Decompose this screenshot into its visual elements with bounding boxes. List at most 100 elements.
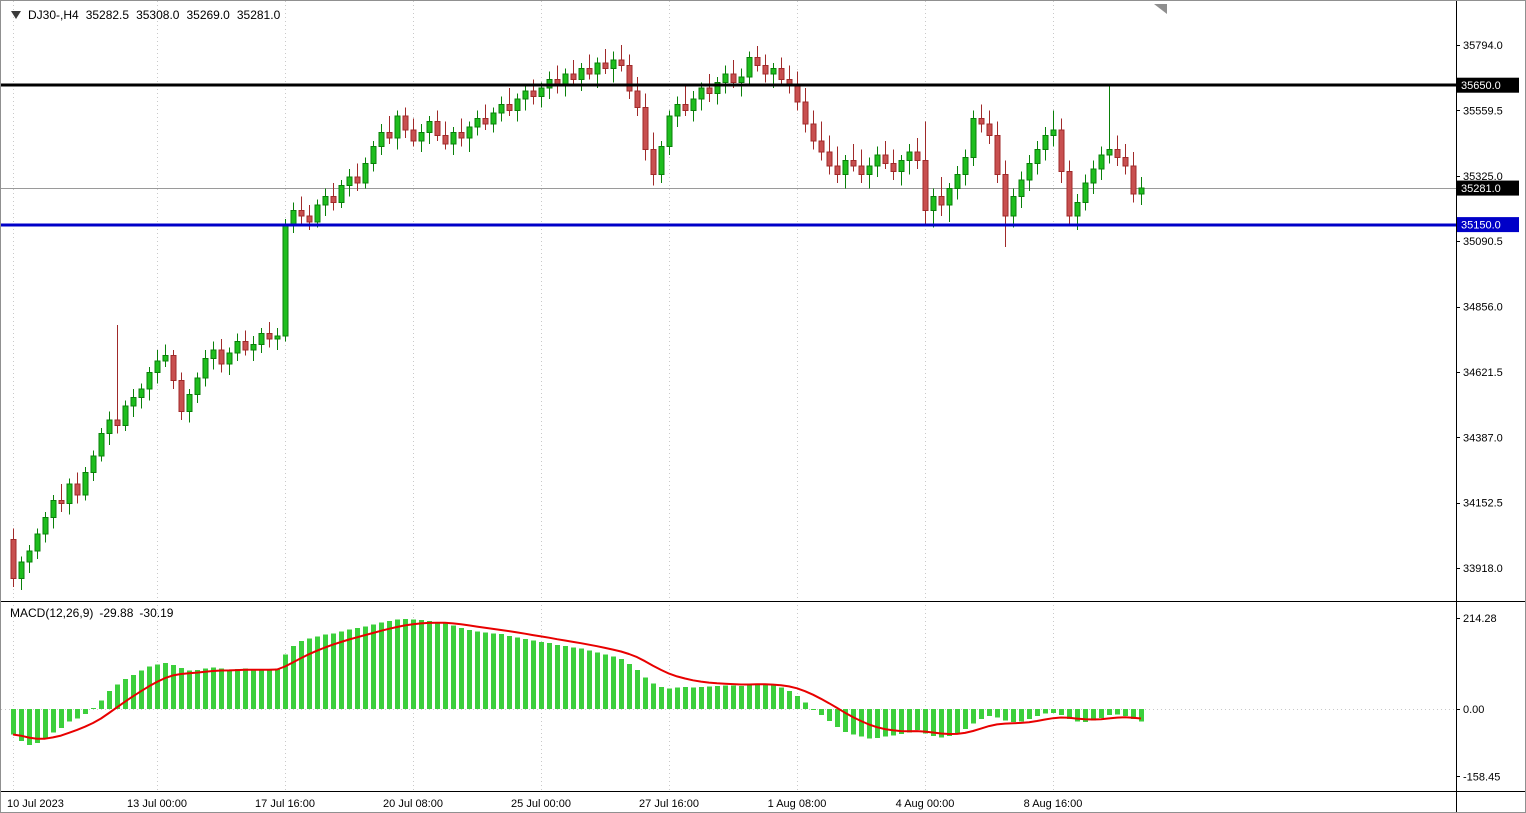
candle-body — [738, 76, 745, 83]
candle-body — [274, 335, 281, 340]
candle-body — [90, 455, 97, 474]
candle-body — [962, 157, 969, 175]
macd-bar — [1027, 708, 1032, 720]
support-line-tag-label: 35150.0 — [1461, 220, 1501, 232]
candle-body — [98, 433, 105, 457]
price-tick-label: 33918.0 — [1463, 563, 1503, 575]
candle-body — [194, 377, 201, 396]
candle-body — [218, 349, 225, 365]
candle-body — [922, 159, 929, 212]
price-tick-label: 35559.5 — [1463, 105, 1503, 117]
macd-bar — [947, 708, 952, 737]
macd-bar — [283, 654, 288, 709]
macd-bar — [747, 684, 752, 709]
macd-bar — [251, 669, 256, 709]
candle-body — [730, 73, 737, 83]
macd-bar — [19, 708, 24, 741]
macd-bar — [1019, 708, 1024, 722]
macd-bar — [67, 708, 72, 722]
candle-body — [634, 90, 641, 109]
candle-body — [226, 352, 233, 365]
macd-bar — [595, 652, 600, 709]
macd-bar — [467, 629, 472, 709]
candle-body — [1034, 148, 1041, 164]
macd-bar — [307, 638, 312, 709]
candle-body — [210, 349, 217, 359]
candle-body — [1042, 134, 1049, 150]
candle-body — [810, 123, 817, 142]
macd-bar — [395, 619, 400, 709]
macd-bar — [1115, 708, 1120, 715]
macd-bar — [107, 691, 112, 709]
candle-body — [138, 388, 145, 398]
macd-bar — [667, 688, 672, 709]
macd-bar — [995, 708, 1000, 718]
macd-bar — [699, 686, 704, 709]
macd-bar — [1123, 708, 1128, 717]
macd-bar — [555, 644, 560, 709]
macd-bar — [155, 664, 160, 709]
candle-body — [42, 516, 49, 535]
candle-body — [442, 134, 449, 145]
macd-axis-labels: 214.28 0.00 -158.45 — [1456, 613, 1500, 783]
candle-body — [1002, 173, 1009, 217]
macd-bar — [1059, 708, 1064, 715]
macd-bar — [211, 667, 216, 709]
macd-bar — [515, 637, 520, 709]
macd-bar — [475, 631, 480, 709]
macd-bar — [907, 708, 912, 733]
macd-bar — [827, 708, 832, 721]
macd-bar — [939, 708, 944, 738]
macd-bar — [1051, 708, 1056, 713]
candle-body — [370, 146, 377, 164]
time-axis-zone[interactable] — [1, 791, 1456, 813]
macd-bar — [179, 668, 184, 709]
macd-bar — [299, 640, 304, 709]
candle-body — [714, 81, 721, 95]
candle-body — [362, 162, 369, 184]
candle-body — [754, 56, 761, 67]
macd-bar — [707, 686, 712, 709]
time-tick-label: 4 Aug 00:00 — [896, 798, 955, 810]
candle-body — [1106, 148, 1113, 156]
macd-bar — [731, 685, 736, 709]
candle-body — [626, 65, 633, 92]
candle-body — [906, 151, 913, 161]
chart-shift-marker-icon[interactable] — [1154, 4, 1167, 14]
candle-body — [130, 396, 137, 407]
candle-body — [330, 196, 337, 203]
macd-bar — [883, 708, 888, 737]
candle-body — [378, 132, 385, 148]
candle-body — [954, 173, 961, 189]
macd-bar — [51, 708, 56, 733]
candle-body — [978, 118, 985, 125]
candle-body — [1114, 148, 1121, 159]
macd-bar — [963, 708, 968, 729]
candle-body — [1050, 129, 1057, 136]
macd-bar — [627, 663, 632, 709]
candle-body — [122, 405, 129, 426]
price-axis-zone[interactable] — [1456, 1, 1526, 791]
candle-body — [450, 132, 457, 145]
macd-bar — [387, 620, 392, 709]
macd-bar — [75, 708, 80, 719]
candle-body — [722, 73, 729, 83]
macd-bar — [427, 620, 432, 709]
macd-bar — [659, 686, 664, 709]
macd-bar — [763, 684, 768, 709]
macd-bar — [979, 708, 984, 720]
candle-body — [82, 472, 89, 496]
candle-body — [578, 67, 585, 81]
candle-body — [1058, 129, 1065, 173]
macd-bar — [619, 658, 624, 709]
macd-bar — [1091, 708, 1096, 721]
macd-signal-line — [12, 621, 1142, 740]
candle-body — [1138, 187, 1145, 195]
candle-body — [834, 165, 841, 175]
macd-bar — [499, 634, 504, 709]
macd-bar — [275, 668, 280, 709]
candle-body — [114, 419, 121, 426]
candle-body — [586, 67, 593, 75]
candle-body — [650, 148, 657, 175]
